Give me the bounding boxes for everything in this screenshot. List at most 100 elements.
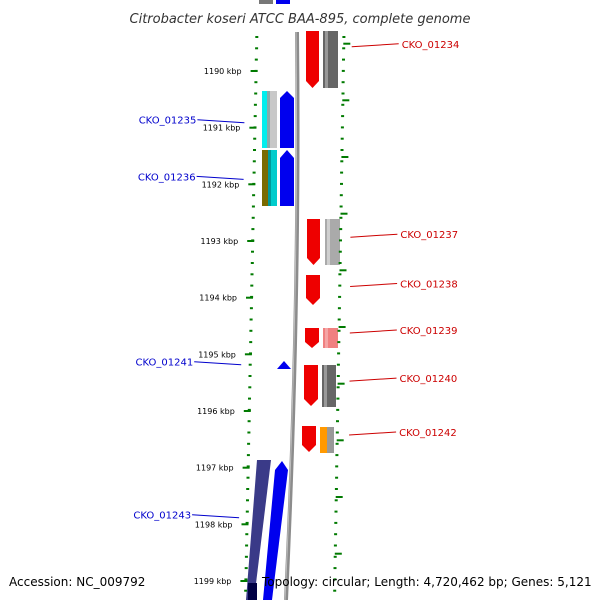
major-tick	[343, 42, 351, 45]
minor-tick	[342, 58, 345, 61]
minor-tick	[255, 36, 259, 38]
minor-tick	[248, 386, 252, 389]
gene-callout-line	[194, 361, 242, 366]
minor-tick	[248, 397, 251, 400]
major-tick	[337, 382, 345, 385]
gene-callout-line	[351, 43, 399, 48]
minor-tick	[336, 420, 339, 423]
minor-tick	[340, 149, 344, 151]
gene-label[interactable]: CKO_01235	[139, 116, 197, 127]
minor-tick	[244, 555, 248, 558]
minor-tick	[341, 69, 345, 72]
gene-label[interactable]: CKO_01243	[133, 511, 191, 522]
gene-features	[246, 0, 340, 600]
minor-tick	[335, 442, 339, 445]
minor-tick	[252, 194, 256, 197]
minor-tick	[246, 499, 249, 502]
minor-tick	[253, 137, 257, 140]
minor-tick	[254, 92, 258, 95]
gene-feature	[271, 150, 277, 206]
tick-label: 1198 kbp	[195, 520, 233, 529]
minor-tick	[246, 488, 250, 490]
minor-tick	[251, 216, 255, 219]
tick-label: 1196 kbp	[197, 407, 235, 416]
gene-callout-line	[349, 431, 397, 436]
minor-tick	[255, 47, 259, 50]
gene-feature	[248, 583, 257, 600]
tick-tracks: 1190 kbp 1191 kbp 1192 kbp 1193 kbp 1194 kbp…	[194, 36, 351, 592]
gene-callout-line	[350, 233, 398, 238]
major-tick	[242, 466, 250, 469]
minor-tick	[334, 533, 338, 536]
minor-tick	[339, 194, 343, 197]
minor-tick	[341, 103, 345, 106]
gene-feature	[262, 150, 268, 206]
minor-tick	[245, 533, 249, 536]
gene-arrow-reverse	[263, 461, 288, 600]
gene-feature	[327, 219, 330, 265]
gene-arrow-forward	[302, 426, 316, 452]
genome-summary-text: Topology: circular; Length: 4,720,462 bp…	[261, 575, 592, 589]
minor-tick	[253, 103, 257, 106]
gene-feature	[324, 365, 327, 407]
minor-tick	[251, 205, 255, 208]
minor-tick	[336, 397, 340, 400]
gene-label[interactable]: CKO_01238	[400, 280, 458, 291]
tick-label: 1190 kbp	[204, 67, 242, 76]
minor-tick	[333, 589, 337, 592]
tick-label: 1191 kbp	[203, 124, 241, 133]
minor-tick	[247, 420, 251, 423]
major-tick	[243, 410, 251, 412]
genome-backbone	[284, 31, 300, 600]
major-tick	[340, 212, 348, 215]
gene-callout-line	[192, 514, 240, 519]
gene-label[interactable]: CKO_01239	[400, 326, 458, 337]
gene-arrow-forward	[307, 219, 320, 265]
minor-tick	[336, 375, 340, 377]
minor-tick	[250, 273, 254, 276]
minor-tick	[244, 589, 248, 592]
gene-label[interactable]: CKO_01241	[136, 358, 194, 369]
minor-tick	[334, 488, 338, 490]
minor-tick	[246, 476, 250, 479]
minor-tick	[338, 250, 342, 253]
minor-tick	[337, 307, 341, 310]
minor-tick	[339, 216, 343, 219]
minor-tick	[249, 318, 253, 321]
major-tick	[335, 496, 343, 498]
minor-tick	[333, 544, 337, 547]
gene-label[interactable]: CKO_01240	[400, 374, 458, 385]
minor-tick	[334, 510, 338, 513]
minor-tick	[338, 262, 342, 264]
minor-tick	[245, 544, 249, 547]
gene-arrow-forward	[305, 328, 319, 348]
minor-tick	[248, 363, 252, 366]
minor-tick	[340, 171, 344, 174]
gene-feature	[276, 0, 290, 4]
minor-tick	[247, 408, 251, 411]
minor-tick	[251, 250, 254, 253]
tick-label: 1195 kbp	[198, 350, 236, 359]
minor-tick	[253, 115, 257, 118]
minor-tick	[339, 239, 342, 242]
major-tick	[342, 99, 350, 102]
map-title: Citrobacter koseri ATCC BAA-895, complet…	[130, 12, 471, 27]
gene-callout-line	[197, 119, 245, 124]
minor-tick	[340, 126, 344, 129]
gene-arrow-reverse	[280, 91, 294, 148]
gene-label[interactable]: CKO_01237	[400, 230, 458, 241]
minor-tick	[340, 160, 344, 163]
gene-label[interactable]: CKO_01242	[399, 428, 457, 439]
minor-tick	[335, 431, 339, 434]
major-tick	[336, 439, 344, 442]
gene-callout-line	[349, 329, 397, 334]
minor-tick	[253, 149, 256, 151]
gene-feature	[267, 91, 270, 148]
minor-tick	[337, 352, 341, 355]
minor-tick	[335, 454, 339, 457]
gene-label[interactable]: CKO_01236	[138, 172, 196, 183]
minor-tick	[249, 329, 253, 332]
major-tick	[334, 552, 342, 555]
minor-tick	[339, 205, 343, 208]
gene-label[interactable]: CKO_01234	[402, 40, 460, 51]
